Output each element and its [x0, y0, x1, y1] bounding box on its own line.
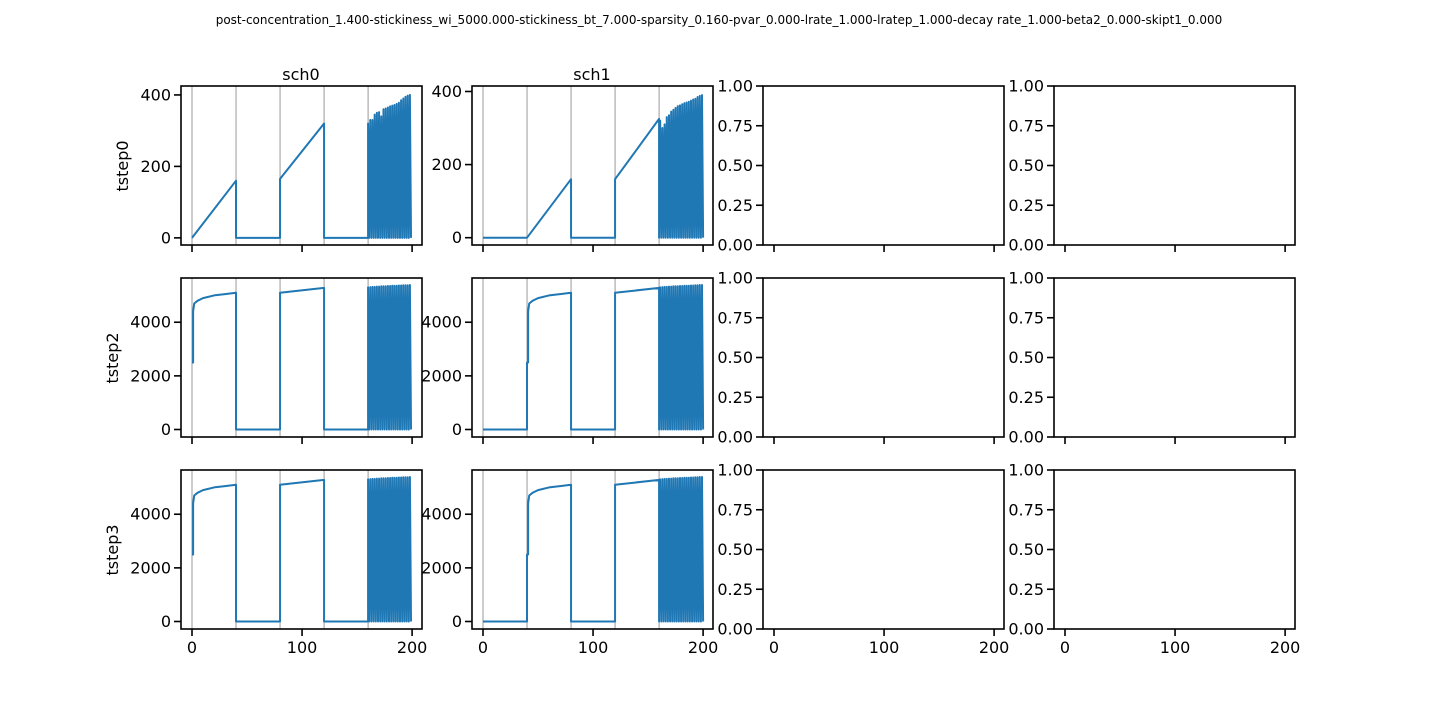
x-tick-label: 0 — [187, 638, 197, 657]
y-tick-label: 0 — [161, 228, 171, 247]
row-label-tstep3: tstep3 — [103, 524, 122, 575]
x-tick-label: 100 — [869, 638, 900, 657]
y-tick-label: 0.75 — [717, 116, 753, 135]
y-tick-label: 0.50 — [1008, 348, 1044, 367]
series-line — [483, 283, 705, 431]
column-title-sch0: sch0 — [282, 65, 319, 84]
y-tick-label: 0.75 — [717, 308, 753, 327]
row-label-tstep0: tstep0 — [113, 140, 132, 191]
series-line — [192, 475, 412, 623]
figure-suptitle: post-concentration_1.400-stickiness_wi_5… — [216, 13, 1223, 27]
y-tick-label: 4000 — [130, 313, 171, 332]
y-tick-label: 0.00 — [717, 428, 753, 447]
y-tick-label: 0.25 — [717, 580, 753, 599]
y-tick-label: 2000 — [421, 366, 462, 385]
x-tick-label: 100 — [578, 638, 609, 657]
x-tick-label: 200 — [397, 638, 428, 657]
x-tick-label: 0 — [478, 638, 488, 657]
y-tick-label: 0.75 — [1008, 500, 1044, 519]
y-tick-label: 0 — [452, 420, 462, 439]
y-tick-label: 0.50 — [717, 540, 753, 559]
y-tick-label: 0.75 — [1008, 116, 1044, 135]
y-tick-label: 400 — [140, 85, 171, 104]
series-line — [483, 475, 705, 623]
y-tick-label: 1.00 — [1008, 461, 1044, 480]
panel-tstep0-sch1: 0 200 400 — [431, 82, 714, 252]
y-tick-label: 0.50 — [1008, 540, 1044, 559]
x-tick-label: 100 — [1160, 638, 1191, 657]
panel-tstep0-col2: 0.00 0.25 0.50 0.75 1.00 — [717, 77, 1005, 255]
y-tick-label: 0.25 — [1008, 196, 1044, 215]
y-tick-label: 0 — [452, 612, 462, 631]
y-tick-label: 200 — [431, 155, 462, 174]
y-tick-label: 1.00 — [717, 461, 753, 480]
column-title-sch1: sch1 — [573, 65, 610, 84]
panel-tstep0-sch0: 0 200 400 — [140, 85, 423, 252]
x-tick-label: 200 — [979, 638, 1010, 657]
y-tick-label: 0.25 — [717, 388, 753, 407]
y-tick-label: 0.00 — [1008, 428, 1044, 447]
y-tick-label: 2000 — [130, 558, 171, 577]
x-tick-label: 100 — [287, 638, 318, 657]
y-tick-label: 0.50 — [717, 348, 753, 367]
y-tick-label: 0.00 — [717, 236, 753, 255]
y-tick-label: 400 — [431, 82, 462, 101]
series-line — [483, 94, 705, 239]
series-line — [192, 283, 412, 431]
panel-tstep2-col2: 0.00 0.25 0.50 0.75 1.00 — [717, 269, 1005, 447]
y-tick-label: 4000 — [421, 505, 462, 524]
y-tick-label: 1.00 — [717, 77, 753, 96]
y-tick-label: 0 — [161, 612, 171, 631]
y-tick-label: 0.75 — [717, 500, 753, 519]
y-tick-label: 0 — [161, 420, 171, 439]
panel-tstep3-col3: 0.00 0.25 0.50 0.75 1.00 0 100 200 — [1008, 461, 1300, 658]
x-tick-label: 200 — [1270, 638, 1301, 657]
panel-tstep2-sch1: 0 2000 4000 — [421, 277, 714, 444]
panel-tstep0-col3: 0.00 0.25 0.50 0.75 1.00 — [1008, 77, 1296, 255]
x-tick-label: 0 — [1060, 638, 1070, 657]
y-tick-label: 4000 — [130, 505, 171, 524]
y-tick-label: 1.00 — [1008, 269, 1044, 288]
y-tick-label: 0.25 — [1008, 388, 1044, 407]
y-tick-label: 2000 — [130, 366, 171, 385]
y-tick-label: 0.00 — [1008, 236, 1044, 255]
y-tick-label: 1.00 — [1008, 77, 1044, 96]
y-tick-label: 0.50 — [1008, 156, 1044, 175]
y-tick-label: 0.00 — [717, 620, 753, 639]
y-tick-label: 200 — [140, 157, 171, 176]
panel-tstep3-sch1: 0 2000 4000 0 100 200 — [421, 469, 719, 657]
y-tick-label: 2000 — [421, 558, 462, 577]
x-tick-label: 200 — [688, 638, 719, 657]
y-tick-label: 0.25 — [717, 196, 753, 215]
x-tick-label: 0 — [769, 638, 779, 657]
y-tick-label: 0.50 — [717, 156, 753, 175]
y-tick-label: 0.00 — [1008, 620, 1044, 639]
panel-tstep2-col3: 0.00 0.25 0.50 0.75 1.00 — [1008, 269, 1296, 447]
panel-grid: 020040002004000.000.250.500.751.000.000.… — [130, 77, 1300, 658]
y-tick-label: 0.25 — [1008, 580, 1044, 599]
y-tick-label: 0.75 — [1008, 308, 1044, 327]
series-line — [191, 93, 412, 239]
panel-tstep3-sch0: 0 2000 4000 0 100 200 — [130, 469, 428, 657]
y-tick-label: 4000 — [421, 313, 462, 332]
y-tick-label: 1.00 — [717, 269, 753, 288]
panel-tstep3-col2: 0.00 0.25 0.50 0.75 1.00 0 100 200 — [717, 461, 1009, 658]
panel-tstep2-sch0: 0 2000 4000 — [130, 277, 423, 444]
row-label-tstep2: tstep2 — [103, 332, 122, 383]
y-tick-label: 0 — [452, 228, 462, 247]
